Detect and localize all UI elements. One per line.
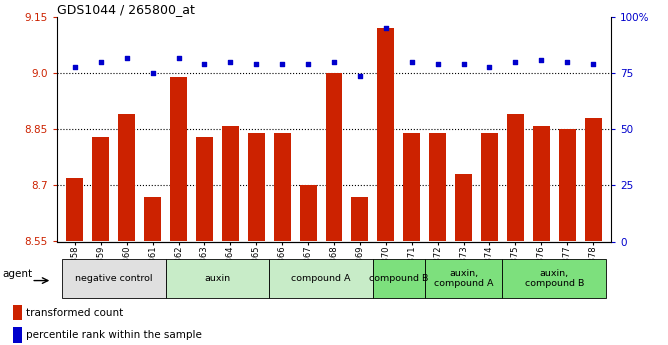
Text: transformed count: transformed count — [27, 308, 124, 318]
Point — [536, 57, 546, 62]
Bar — [403, 133, 420, 242]
Point — [173, 55, 184, 60]
Bar — [118, 115, 135, 242]
Bar — [502, 259, 606, 298]
Point — [458, 61, 469, 67]
Bar — [558, 129, 576, 242]
Bar — [584, 118, 601, 242]
Text: compound A: compound A — [291, 274, 351, 283]
Bar — [507, 115, 524, 242]
Bar — [455, 174, 472, 241]
Point — [277, 61, 287, 67]
Bar — [377, 28, 394, 242]
Bar — [92, 137, 110, 242]
Text: auxin: auxin — [204, 274, 230, 283]
Bar — [13, 327, 22, 343]
Point — [329, 59, 339, 65]
Text: percentile rank within the sample: percentile rank within the sample — [27, 330, 202, 340]
Point — [251, 61, 262, 67]
Bar — [170, 77, 187, 242]
Bar — [425, 259, 502, 298]
Bar — [166, 259, 269, 298]
Point — [199, 61, 210, 67]
Bar — [222, 126, 238, 242]
Bar — [373, 259, 425, 298]
Bar — [13, 305, 22, 320]
Point — [225, 59, 236, 65]
Bar — [144, 197, 161, 241]
Bar — [248, 133, 265, 242]
Text: GDS1044 / 265800_at: GDS1044 / 265800_at — [57, 3, 194, 16]
Point — [432, 61, 443, 67]
Point — [122, 55, 132, 60]
Bar — [325, 73, 343, 242]
Text: agent: agent — [3, 269, 33, 279]
Point — [510, 59, 520, 65]
Point — [406, 59, 417, 65]
Point — [484, 64, 495, 69]
Bar — [269, 259, 373, 298]
Point — [69, 64, 80, 69]
Bar — [274, 133, 291, 242]
Bar — [62, 259, 166, 298]
Bar — [67, 178, 84, 242]
Bar — [481, 133, 498, 242]
Bar — [351, 197, 368, 241]
Text: auxin,
compound B: auxin, compound B — [524, 269, 584, 288]
Bar — [533, 126, 550, 242]
Bar — [430, 133, 446, 242]
Point — [96, 59, 106, 65]
Point — [148, 71, 158, 76]
Text: compound B: compound B — [369, 274, 428, 283]
Point — [562, 59, 572, 65]
Point — [381, 26, 391, 31]
Text: auxin,
compound A: auxin, compound A — [434, 269, 493, 288]
Bar — [196, 137, 213, 242]
Point — [588, 61, 599, 67]
Point — [355, 73, 365, 78]
Point — [303, 61, 313, 67]
Bar — [300, 186, 317, 242]
Text: negative control: negative control — [75, 274, 152, 283]
